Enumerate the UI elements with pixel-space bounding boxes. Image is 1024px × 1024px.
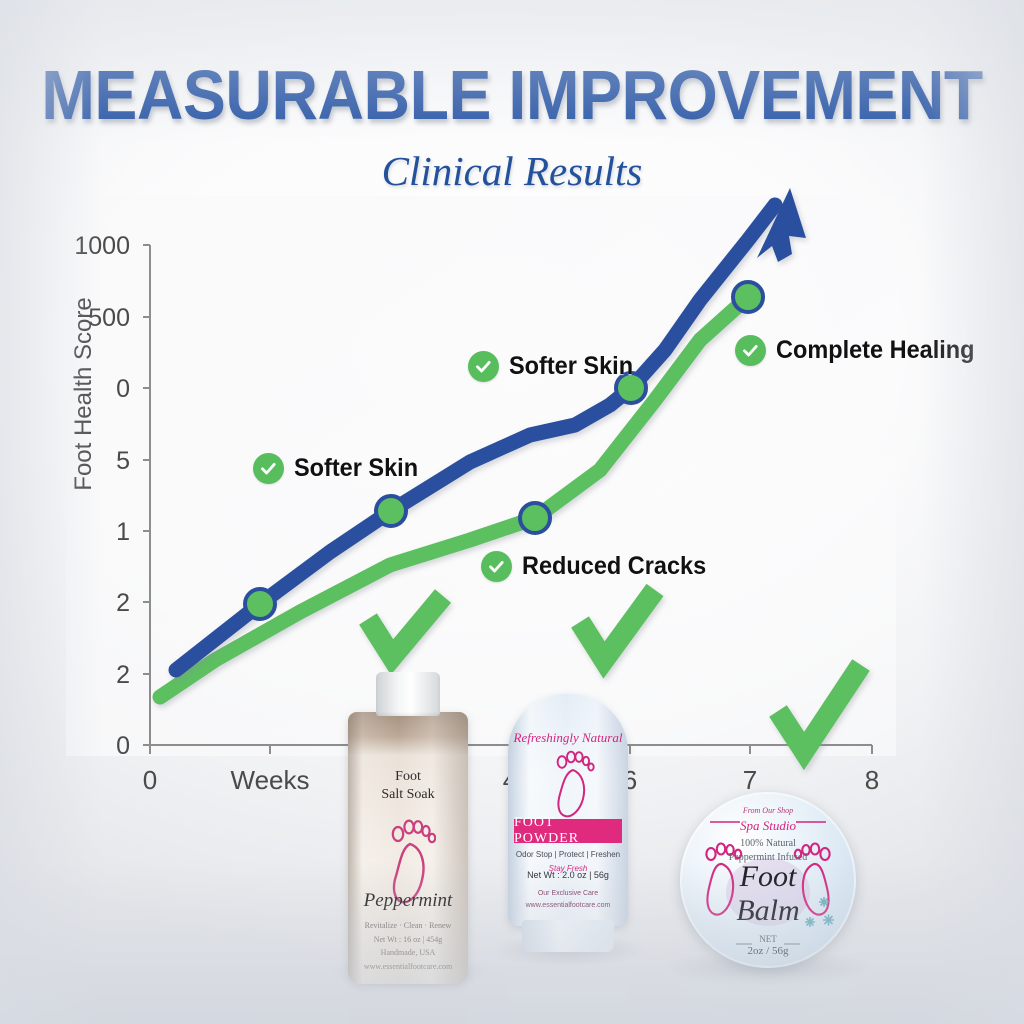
- product-net-weight: 2oz / 56g: [747, 945, 789, 957]
- series-markers-primary: [243, 371, 648, 621]
- product-script: Spa Studio: [740, 818, 796, 833]
- check-mark-1-icon: [359, 589, 452, 675]
- check-circle-icon: [468, 351, 499, 382]
- y-ticks: [143, 244, 150, 746]
- bottle-base: [522, 920, 614, 952]
- annotation-reduced-cracks[interactable]: Reduced Cracks: [481, 551, 718, 582]
- x-axis-title: Weeks: [230, 765, 310, 795]
- product-label-lines: Foot Salt Soak: [348, 768, 468, 803]
- check-mark-2-icon: [571, 583, 664, 679]
- check-circle-icon: [253, 453, 284, 484]
- product-foot-salt-soak[interactable]: Foot Salt Soak Peppermint Revitalize · C…: [348, 672, 468, 984]
- product-title-line1: Foot: [739, 860, 797, 893]
- product-site: Our Exclusive Care www.essentialfootcare…: [508, 888, 628, 912]
- check-mark-3-icon: [769, 659, 870, 771]
- product-title: FOOT POWDER: [514, 815, 580, 846]
- product-top-text: From Our Shop: [742, 806, 794, 815]
- check-circle-icon: [481, 551, 512, 582]
- product-fine3: Handmade, USA: [380, 948, 436, 958]
- product-sub-line: Odor Stop | Protect | Freshen: [515, 850, 621, 859]
- product-label-line2: Salt Soak: [381, 786, 435, 802]
- y-tick-label-5: 2: [116, 589, 130, 617]
- foot-logo-icon: [556, 750, 595, 818]
- bottle-cap: [376, 672, 440, 716]
- product-net-weight: Net Wt : 2.0 oz | 56g: [527, 870, 609, 880]
- product-site-line1: Our Exclusive Care: [537, 890, 599, 897]
- product-title-band: FOOT POWDER: [514, 815, 622, 846]
- product-foot-powder[interactable]: Refreshingly Natural FOOT POWDER Odor St…: [508, 694, 628, 956]
- x-tick-label-0: 0: [142, 765, 158, 795]
- annotation-softer-skin-1[interactable]: Softer Skin: [253, 453, 426, 484]
- annotation-label: Reduced Cracks: [522, 552, 707, 580]
- check-circle-icon: [735, 335, 766, 366]
- product-brand: Peppermint: [363, 890, 453, 911]
- annotation-softer-skin-2[interactable]: Softer Skin: [468, 351, 641, 382]
- annotation-label: Softer Skin: [294, 454, 419, 482]
- y-tick-label-6: 2: [116, 661, 130, 689]
- product-site-line2: www.essentialfootcare.com: [525, 901, 611, 909]
- annotation-label: Softer Skin: [509, 352, 634, 380]
- product-label-line1: Foot: [395, 769, 421, 784]
- annotation-label: Complete Healing: [776, 336, 975, 364]
- product-script: Refreshingly Natural: [513, 730, 623, 745]
- product-net-label: NET: [759, 934, 777, 944]
- annotation-complete-healing[interactable]: Complete Healing: [735, 335, 987, 366]
- product-fine4: www.essentialfootcare.com: [363, 961, 453, 971]
- y-axis-title: Foot Health Score: [70, 297, 97, 491]
- product-claim1: 100% Natural: [740, 838, 796, 849]
- product-fine2: Net Wt : 16 oz | 454g: [373, 934, 443, 944]
- product-title-line2: Balm: [736, 894, 800, 927]
- product-fineprint: Revitalize · Clean · Renew Net Wt : 16 o…: [348, 919, 468, 973]
- product-foot-balm[interactable]: From Our Shop Spa Studio 100% Natural Pe…: [680, 792, 856, 968]
- product-fine1: Revitalize · Clean · Renew: [364, 921, 452, 930]
- y-tick-label-7: 0: [116, 732, 130, 760]
